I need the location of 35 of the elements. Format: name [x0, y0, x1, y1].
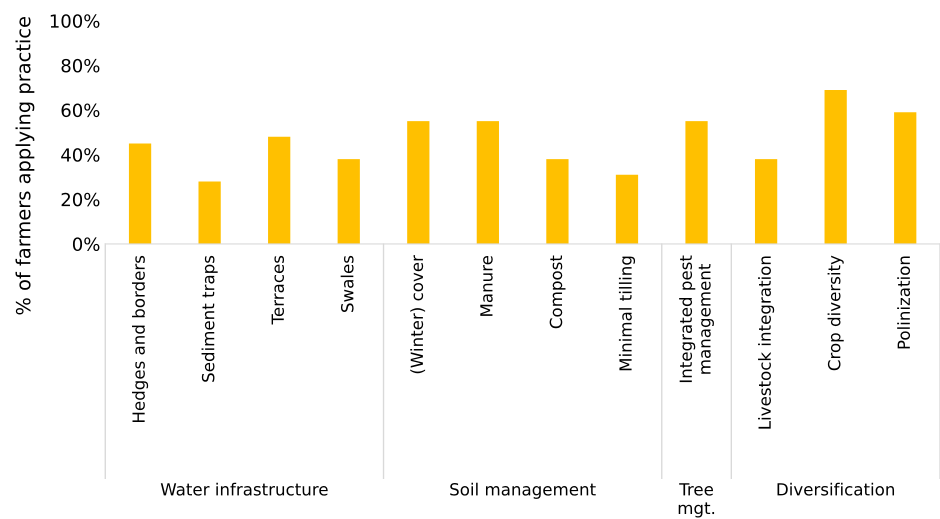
x-tick-label: Minimal tilling [618, 256, 636, 370]
x-tick-label: Hedges and borders [132, 256, 148, 422]
bar [476, 121, 499, 244]
bar [128, 144, 152, 244]
x-tick-label: Polinization [897, 256, 910, 348]
bar [824, 90, 847, 244]
y-tick-label: 0% [72, 237, 100, 252]
text: Water infrastructure [160, 482, 328, 496]
text: Soil management [450, 482, 596, 499]
x-tick-label: Compost [550, 255, 566, 328]
y-tick-label: 60% [62, 103, 100, 118]
bar [685, 121, 708, 244]
bar [268, 136, 290, 244]
x-tick-label: Swales [340, 256, 354, 312]
bar [546, 159, 569, 244]
bar [198, 181, 221, 244]
x-tick-label: Crop diversity [828, 256, 844, 370]
text: Diversification [778, 482, 894, 496]
bar [338, 159, 360, 244]
x-tick-label: Integrated pest management [679, 255, 714, 382]
text: Tree mgt. [678, 483, 714, 518]
x-tick-label: (Winter) cover [410, 255, 426, 374]
y-tick-label: 20% [62, 192, 100, 206]
x-tick-label: Sediment traps [202, 256, 218, 382]
x-tick-label: Livestock integration [758, 256, 774, 429]
x-tick-label: Manure [480, 256, 493, 316]
y-tick-label: 100% [50, 14, 100, 28]
y-axis-title: % of farmers applying practice [16, 17, 34, 315]
bar [616, 174, 638, 244]
bar [407, 121, 430, 244]
y-tick-label: 80% [62, 58, 100, 73]
bar [754, 159, 778, 244]
x-tick-label: Terraces [272, 256, 284, 324]
bar [894, 112, 916, 244]
y-tick-label: 40% [61, 148, 100, 162]
